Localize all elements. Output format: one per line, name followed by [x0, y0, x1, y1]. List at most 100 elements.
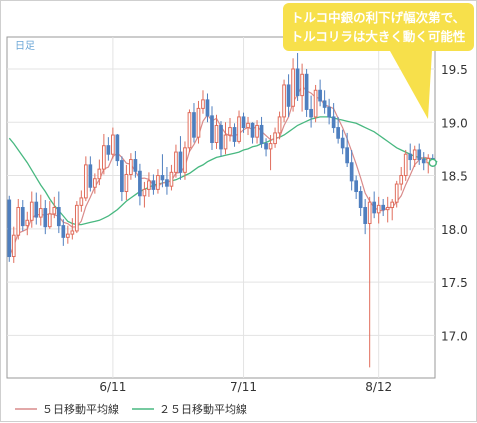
candle-up: [102, 145, 106, 170]
candle-down: [264, 143, 268, 150]
candle-up: [214, 124, 219, 143]
candle-down: [61, 225, 66, 238]
candle-up: [273, 132, 277, 145]
candle-down: [205, 99, 210, 117]
legend-ma5-label: ５日移動平均線: [42, 402, 119, 416]
candle-down: [349, 162, 354, 182]
candle-up: [237, 116, 241, 142]
candle-up: [93, 178, 97, 188]
candle-up: [174, 151, 178, 173]
candle-up: [313, 89, 318, 118]
candle-down: [417, 149, 422, 161]
candle-down: [250, 122, 255, 138]
candle-down: [336, 127, 340, 139]
candle-down: [160, 175, 165, 181]
candle-down: [318, 89, 322, 102]
y-tick-label: 17.0: [441, 329, 468, 343]
y-tick-label: 18.5: [441, 170, 468, 184]
callout-box: [283, 3, 474, 51]
x-tick-label: 6/11: [99, 380, 126, 394]
callout-text-line: トルコリラは大きく動く可能性: [291, 29, 466, 44]
candle-down: [106, 145, 111, 155]
candle-up: [11, 234, 16, 258]
candle-down: [210, 115, 214, 143]
candle-up: [38, 208, 43, 218]
x-tick-label: 7/11: [230, 380, 257, 394]
callout-pointer: [390, 51, 432, 119]
candle-up: [169, 171, 174, 187]
candle-up: [246, 122, 250, 129]
candle-up: [156, 175, 160, 190]
candle-down: [322, 100, 327, 108]
candle-down: [138, 170, 142, 197]
candle-down: [241, 116, 246, 129]
candle-up: [83, 164, 88, 199]
candle-up: [255, 124, 259, 138]
candle-down: [286, 84, 291, 107]
candle-up: [394, 183, 399, 203]
y-tick-label: 19.0: [441, 116, 468, 130]
candle-up: [403, 153, 408, 177]
y-tick-label: 17.5: [441, 276, 468, 290]
candle-up: [97, 168, 102, 180]
x-tick-label: 8/12: [365, 380, 392, 394]
candle-down: [354, 180, 359, 193]
candle-down: [133, 159, 138, 172]
candle-up: [399, 175, 404, 185]
candle-up: [228, 127, 232, 136]
candle-up: [412, 149, 417, 161]
candle-down: [309, 108, 313, 118]
candle-down: [56, 207, 61, 227]
candle-down: [115, 134, 120, 162]
candle-down: [358, 191, 363, 208]
candle-down: [178, 151, 183, 173]
candle-up: [390, 201, 395, 208]
candle-down: [340, 137, 345, 149]
candle-up: [74, 204, 79, 232]
candle-down: [408, 153, 413, 161]
candle-down: [20, 207, 25, 227]
ma25-line: [8, 116, 438, 226]
candle-up: [65, 233, 70, 238]
candle-up: [70, 230, 75, 235]
candle-up: [367, 201, 372, 224]
candle-down: [259, 124, 264, 145]
y-tick-label: 19.5: [441, 63, 468, 77]
candle-up: [16, 207, 21, 236]
candle-down: [151, 180, 156, 190]
current-price-marker: [428, 158, 437, 167]
candle-down: [7, 199, 12, 258]
candle-down: [43, 208, 48, 228]
timeframe-label: 日足: [15, 40, 35, 52]
candle-down: [219, 124, 223, 150]
candle-up: [183, 147, 187, 173]
candle-up: [300, 73, 304, 97]
candle-down: [232, 127, 237, 142]
candle-down: [345, 147, 349, 164]
candle-up: [111, 134, 115, 155]
candle-down: [192, 112, 196, 138]
candle-up: [52, 207, 57, 215]
candle-up: [282, 84, 286, 118]
candle-up: [376, 204, 381, 214]
candle-down: [331, 116, 336, 129]
candle-down: [381, 204, 386, 211]
candle-up: [223, 134, 228, 150]
candle-up: [47, 213, 52, 228]
legend-ma25-label: ２５日移動平均線: [159, 402, 247, 416]
candle-down: [295, 68, 300, 97]
candle-down: [34, 201, 39, 218]
callout-text-line: トルコ中銀の利下げ幅次第で、: [291, 10, 465, 25]
candle-up: [25, 219, 30, 227]
candle-up: [291, 68, 295, 107]
candle-up: [201, 99, 205, 109]
candle-down: [120, 160, 124, 193]
candle-down: [421, 159, 426, 164]
candle-down: [165, 179, 169, 187]
candle-up: [29, 201, 34, 221]
candle-up: [268, 143, 273, 150]
candle-down: [327, 106, 331, 118]
candle-up: [142, 188, 147, 197]
candle-down: [304, 73, 309, 110]
